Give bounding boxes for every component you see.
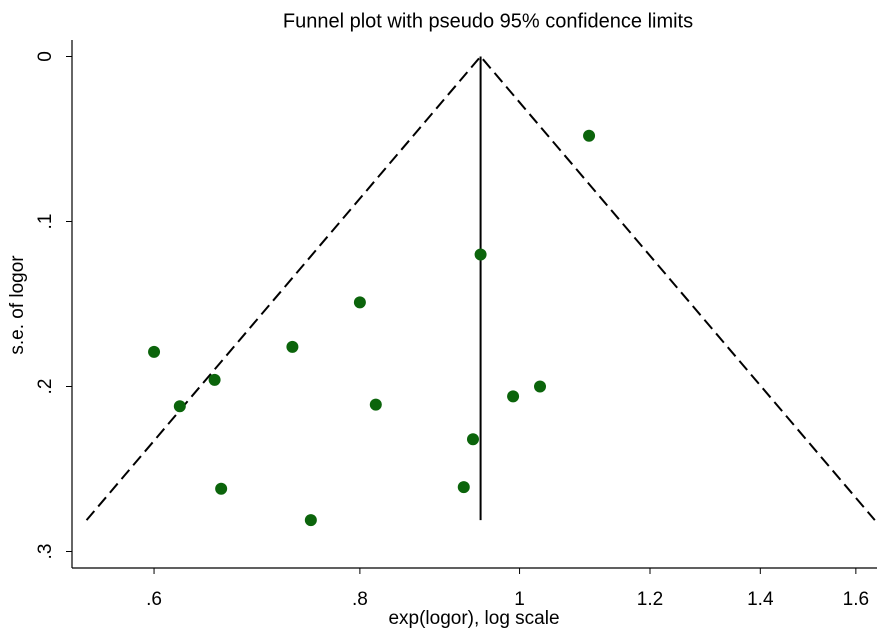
y-tick-label: 0 [35,51,56,62]
study-point [534,380,547,393]
study-point [208,373,221,386]
study-point [474,248,487,261]
chart-title: Funnel plot with pseudo 95% confidence l… [283,10,693,32]
y-tick-label: .3 [35,544,56,560]
x-tick-label: 1.6 [843,589,869,610]
y-tick-label: .2 [35,379,56,395]
x-tick-label: .8 [352,589,368,610]
x-axis-title: exp(logor), log scale [388,608,559,629]
confidence-limit [85,54,876,521]
study-point [148,345,161,358]
study-point [583,129,596,142]
study-point [369,398,382,411]
study-point [215,482,228,495]
x-tick-label: .6 [146,589,162,610]
x-tick-label: 1.4 [747,589,774,610]
study-point [353,296,366,309]
x-tick-label: 1 [514,589,525,610]
study-point [457,481,470,494]
study-point [286,340,299,353]
study-point [173,400,186,413]
x-tick-label: 1.2 [637,589,663,610]
study-point [466,433,479,446]
study-point [507,390,520,403]
y-axis-title: s.e. of logor [7,255,28,355]
y-tick-label: .1 [35,214,56,230]
study-point [304,514,317,527]
